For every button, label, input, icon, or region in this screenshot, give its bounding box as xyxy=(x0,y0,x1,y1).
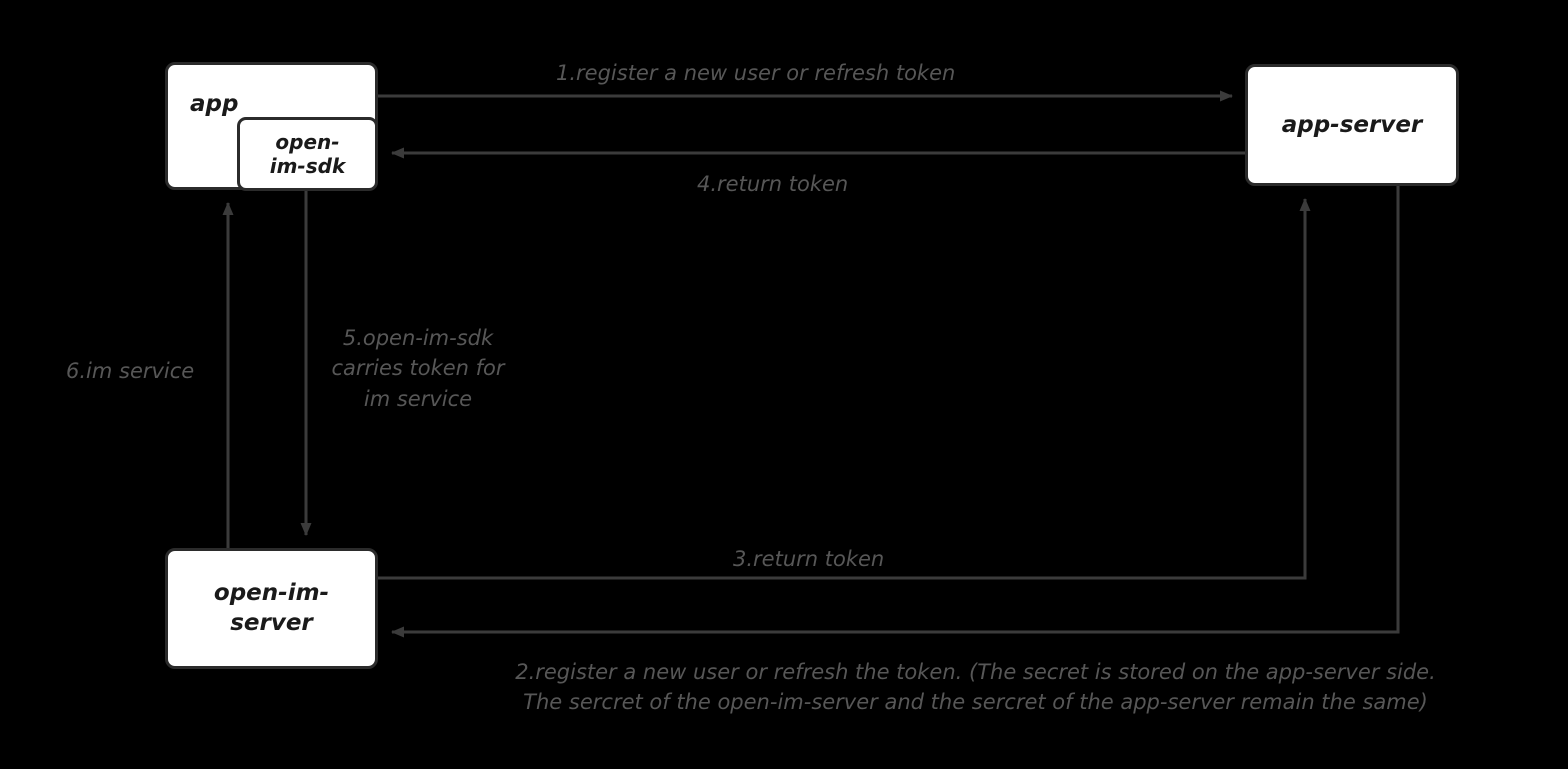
edge-label-step2: 2.register a new user or refresh the tok… xyxy=(515,660,1436,715)
edge-step3-line xyxy=(378,198,1311,580)
edge-label-step3: 3.return token xyxy=(733,547,885,571)
edge-label-step5: 5.open-im-sdk carries token for im servi… xyxy=(331,326,505,411)
node-open-im-sdk-label: open- im-sdk xyxy=(269,129,346,178)
node-app-server-label: app-server xyxy=(1281,111,1423,138)
node-open-im-server[interactable]: open-im- server xyxy=(165,548,378,669)
edge-label-step6: 6.im service xyxy=(66,359,195,383)
edge-label-step1: 1.register a new user or refresh token xyxy=(556,61,956,85)
edge-label-step4: 4.return token xyxy=(697,172,849,196)
node-open-im-server-label: open-im- server xyxy=(213,579,330,636)
node-app-label: app xyxy=(190,91,239,117)
node-open-im-sdk[interactable]: open- im-sdk xyxy=(237,117,378,191)
node-app-server[interactable]: app-server xyxy=(1245,64,1459,186)
edge-step2-line xyxy=(391,186,1400,638)
